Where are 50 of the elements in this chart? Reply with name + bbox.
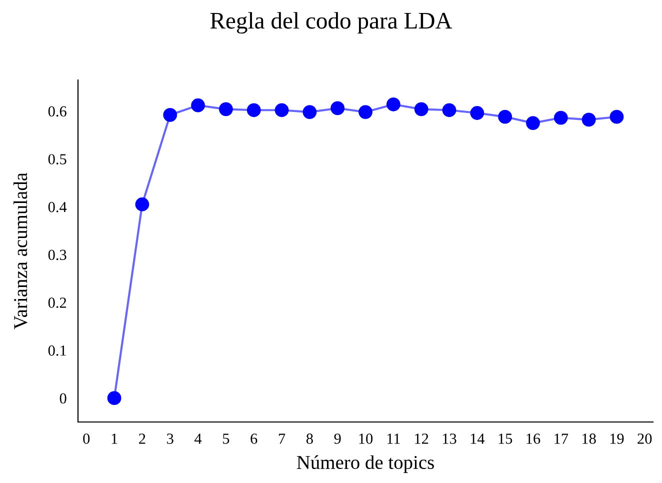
x-tick-label: 3: [167, 434, 174, 444]
x-tick-label: 6: [250, 434, 258, 444]
x-tick-label: 5: [223, 434, 230, 444]
point: [218, 102, 233, 116]
x-tick-label: 0: [83, 434, 90, 444]
point: [470, 106, 484, 120]
point: [135, 197, 150, 212]
x-tick-label: 11: [387, 434, 400, 444]
point: [330, 101, 345, 116]
point: [582, 112, 596, 127]
x-tick-label: 16: [526, 434, 540, 444]
point: [526, 116, 540, 130]
x-tick-label: 1: [112, 434, 118, 444]
x-tick-label: 18: [582, 434, 596, 444]
y-tick-label: 0.6: [48, 106, 66, 117]
point: [610, 110, 624, 124]
x-axis-title: Número de topics: [296, 455, 434, 473]
y-tick-label: 0.1: [48, 345, 66, 356]
y-tick-label: 0: [60, 393, 66, 404]
point: [386, 97, 400, 112]
point: [554, 110, 568, 125]
point: [358, 105, 372, 119]
x-tick-label: 19: [610, 434, 624, 444]
x-tick-label: 9: [334, 434, 341, 444]
y-axis-title: Varianza acumulada: [13, 172, 28, 330]
point: [191, 98, 205, 112]
y-tick-label: 0.4: [48, 202, 67, 212]
y-tick-label: 0.3: [48, 250, 66, 260]
point: [274, 103, 289, 118]
x-tick-label: 10: [359, 434, 373, 444]
x-tick-label: 2: [139, 434, 146, 444]
point: [302, 105, 317, 119]
x-tick-label: 14: [470, 434, 485, 444]
y-tick-label: 0.2: [48, 298, 66, 308]
point: [442, 103, 456, 118]
x-tick-label: 7: [278, 434, 286, 444]
x-tick-label: 13: [442, 434, 456, 444]
point: [498, 110, 512, 124]
point: [107, 391, 122, 406]
point: [163, 108, 178, 122]
chart-title: Regla del codo para LDA: [210, 12, 452, 34]
x-tick-label: 4: [194, 434, 202, 444]
x-tick-label: 8: [306, 434, 313, 444]
point: [246, 103, 261, 118]
y-tick-label: 0.5: [48, 154, 66, 164]
x-tick-label: 15: [498, 434, 512, 444]
point: [414, 102, 428, 116]
x-tick-label: 12: [415, 434, 428, 444]
x-tick-label: 17: [554, 434, 568, 444]
x-tick-label: 20: [638, 434, 652, 444]
